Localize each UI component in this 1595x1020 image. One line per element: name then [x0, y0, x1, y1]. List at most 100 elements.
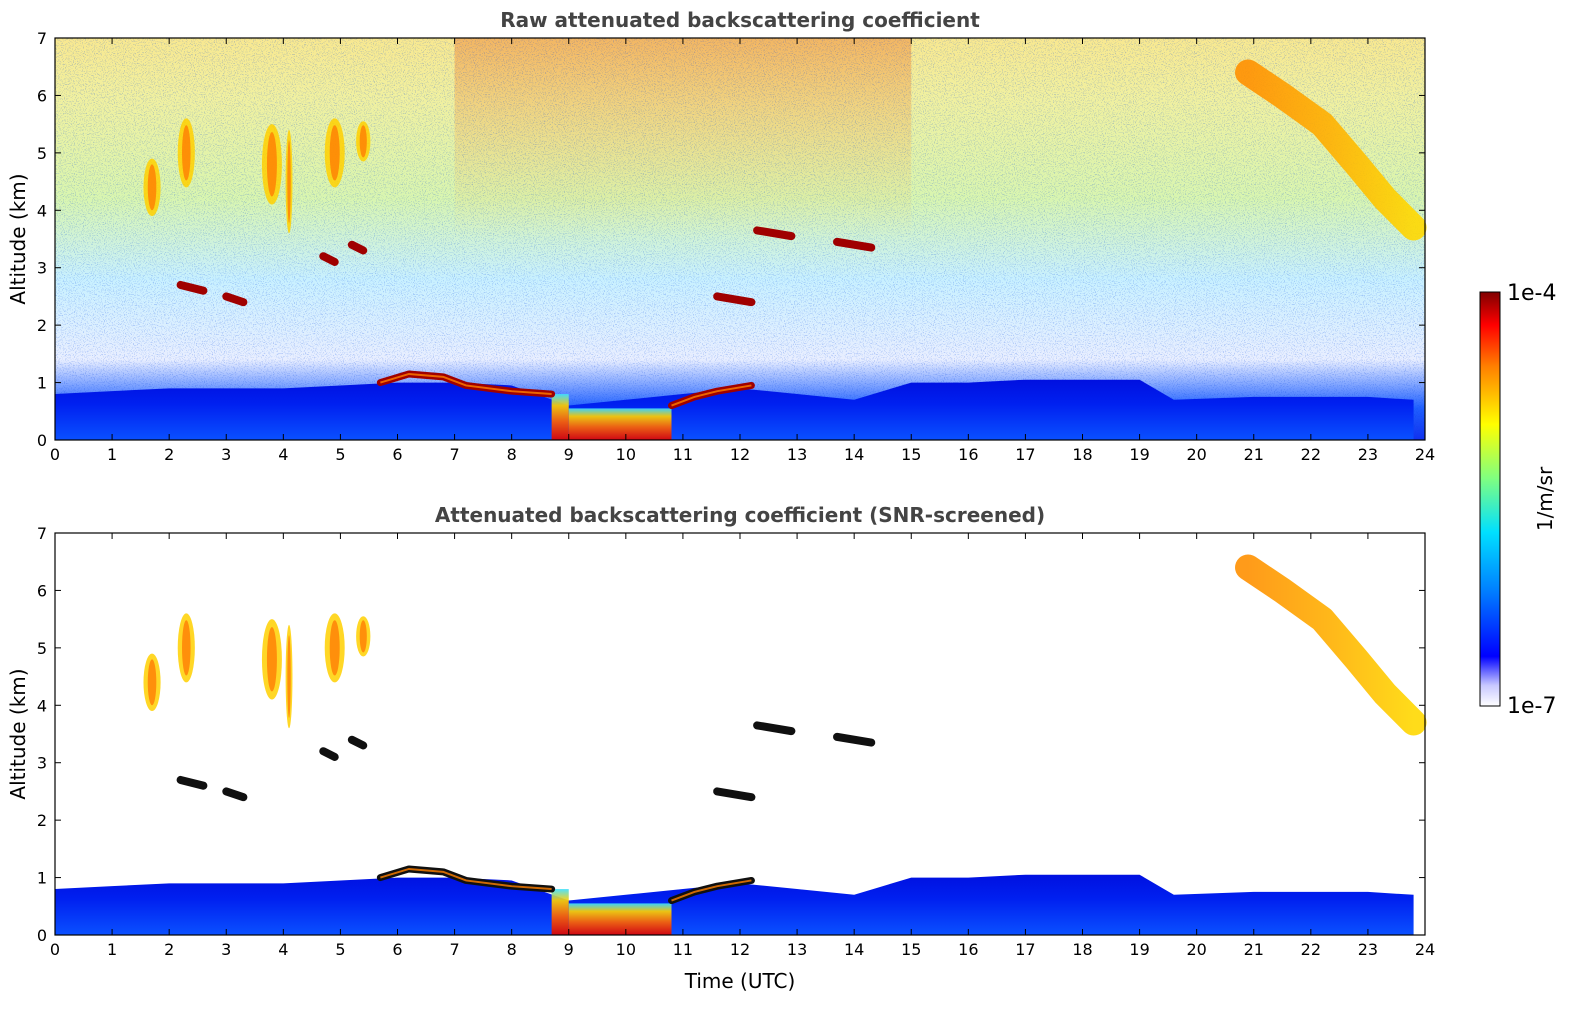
x-tick-label: 11: [673, 940, 693, 959]
x-tick-label: 16: [958, 940, 978, 959]
x-tick-label: 22: [1301, 940, 1321, 959]
dense-cloud-segment-1: [222, 787, 248, 802]
x-tick-label: 0: [50, 445, 60, 464]
plot-frame-screened: [54, 532, 1426, 936]
aerosol-layer-edge-1: [671, 384, 752, 407]
mid-cloud-core-2: [266, 132, 277, 197]
convective-region-1: [568, 408, 672, 440]
x-tick-label: 3: [221, 445, 231, 464]
raw-backscatter-heatmap: [55, 38, 1427, 440]
x-tick-label: 7: [449, 445, 459, 464]
x-tick-label: 5: [335, 445, 345, 464]
x-tick-label: 0: [50, 940, 60, 959]
x-tick-label: 23: [1358, 445, 1378, 464]
convective-region-1: [568, 903, 672, 935]
x-tick-label: 2: [164, 940, 174, 959]
mid-cloud-core-4: [329, 125, 340, 181]
dense-cloud-segment-4: [713, 787, 756, 802]
x-tick-label: 14: [844, 445, 864, 464]
x-tick-label: 10: [616, 445, 636, 464]
dense-cloud-segment-5: [753, 226, 796, 241]
mid-cloud-core-3: [287, 635, 291, 718]
y-axis-label-raw: Altitude (km): [6, 173, 30, 304]
x-tick-label: 2: [164, 445, 174, 464]
y-tick-label: 5: [37, 144, 47, 163]
y-ticks-raw: 0 1 2 3 4 5 6 7: [37, 29, 1425, 450]
x-tick-label: 15: [901, 445, 921, 464]
mid-cloud-core-5: [359, 125, 367, 158]
x-tick-label: 14: [844, 940, 864, 959]
x-tick-label: 16: [958, 445, 978, 464]
y-tick-label: 4: [37, 201, 47, 220]
x-tick-label: 24: [1415, 940, 1435, 959]
y-tick-label: 2: [37, 811, 47, 830]
x-tick-label: 12: [730, 940, 750, 959]
convective-region-0: [551, 889, 569, 935]
aerosol-layer-edge-0: [380, 867, 552, 891]
colorbar-unit-label: 1/m/sr: [1533, 466, 1557, 531]
mid-cloud-core-0: [147, 164, 157, 211]
boundary-layer: [55, 874, 1414, 935]
x-tick-label: 9: [564, 445, 574, 464]
dense-cloud-segment-4: [713, 292, 756, 307]
aerosol-layer-edge-0: [380, 372, 552, 396]
y-axis-label-screened: Altitude (km): [6, 668, 30, 799]
x-tick-label: 1: [107, 940, 117, 959]
snr-screened-panel: Attenuated backscattering coefficient (S…: [6, 503, 1435, 993]
y-tick-label: 3: [37, 259, 47, 278]
mid-cloud-core-5: [359, 620, 367, 653]
y-tick-label: 7: [37, 524, 47, 543]
dense-cloud-segment-3: [347, 240, 368, 255]
mid-cloud-core-3: [287, 140, 291, 223]
mid-cloud-core-4: [329, 620, 340, 676]
x-tick-label: 21: [1244, 940, 1264, 959]
x-tick-label: 15: [901, 940, 921, 959]
x-tick-label: 6: [392, 445, 402, 464]
y-tick-label: 3: [37, 754, 47, 773]
x-tick-label: 11: [673, 445, 693, 464]
y-tick-label: 6: [37, 86, 47, 105]
colorbar-gradient: [1479, 291, 1501, 707]
dense-cloud-segment-5: [753, 721, 796, 736]
y-tick-label: 4: [37, 696, 47, 715]
y-tick-label: 7: [37, 29, 47, 48]
x-tick-label: 13: [787, 445, 807, 464]
x-axis-label-screened: Time (UTC): [684, 969, 796, 993]
x-tick-label: 17: [1015, 445, 1035, 464]
x-tick-label: 10: [616, 940, 636, 959]
x-tick-label: 7: [449, 940, 459, 959]
convective-region-0: [551, 394, 569, 440]
x-tick-label: 20: [1186, 940, 1206, 959]
mid-cloud-core-1: [182, 620, 191, 676]
panel-title-screened: Attenuated backscattering coefficient (S…: [435, 503, 1045, 527]
colorbar: 1e-4 1e-7 1/m/sr: [1479, 281, 1557, 719]
x-ticks-raw: 0 1 2 3 4 5 6 7 8 9 10 11 12 13 14 15 16 17 18 19 20 21 22 23 24: [50, 38, 1435, 464]
cirrus-band: [1235, 59, 1427, 241]
dense-cloud-segment-3: [347, 735, 368, 750]
x-tick-label: 23: [1358, 940, 1378, 959]
dense-cloud-segment-6: [833, 237, 876, 252]
y-tick-label: 0: [37, 926, 47, 945]
x-tick-label: 8: [507, 940, 517, 959]
colorbar-min-label: 1e-7: [1507, 694, 1556, 719]
snr-screened-heatmap: [55, 554, 1427, 935]
y-tick-label: 0: [37, 431, 47, 450]
y-tick-label: 1: [37, 374, 47, 393]
boundary-layer: [55, 379, 1414, 440]
y-ticks-screened: 0 1 2 3 4 5 6 7: [37, 524, 1425, 945]
x-tick-label: 5: [335, 940, 345, 959]
x-tick-label: 18: [1072, 445, 1092, 464]
aerosol-layer-edge-1: [671, 879, 752, 902]
x-tick-label: 1: [107, 445, 117, 464]
mid-cloud-core-1: [182, 125, 191, 181]
x-tick-label: 19: [1129, 940, 1149, 959]
y-tick-label: 1: [37, 869, 47, 888]
x-tick-label: 19: [1129, 445, 1149, 464]
x-tick-label: 17: [1015, 940, 1035, 959]
x-tick-label: 13: [787, 940, 807, 959]
x-tick-label: 8: [507, 445, 517, 464]
x-tick-label: 9: [564, 940, 574, 959]
dense-cloud-segment-0: [176, 280, 208, 295]
x-tick-label: 4: [278, 940, 288, 959]
